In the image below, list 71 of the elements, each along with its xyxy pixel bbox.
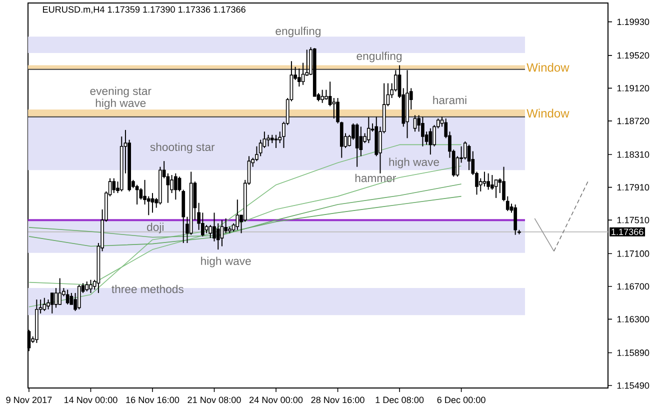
y-tick-label: 1.16700 [617, 283, 650, 290]
y-tick-label: 1.19520 [617, 52, 650, 59]
candlestick [174, 172, 178, 200]
candlestick [328, 81, 332, 107]
line-series [28, 184, 462, 247]
line-series [28, 144, 462, 308]
candlestick [58, 278, 62, 305]
annotation: doji [147, 222, 164, 234]
candlestick [112, 178, 116, 194]
x-tick-label: 24 Nov 00:00 [250, 396, 303, 404]
candlestick [208, 224, 212, 239]
y-tick-label: 1.16300 [617, 316, 650, 322]
y-tick-label: 1.17910 [617, 184, 650, 191]
annotation: evening star [90, 86, 152, 98]
band-label: Window [526, 108, 570, 118]
annotation: hammer [355, 174, 396, 182]
candlestick [428, 128, 432, 156]
candlestick [298, 68, 301, 88]
x-tick-label: 14 Nov 00:00 [64, 396, 118, 404]
candlestick [301, 62, 305, 86]
candlestick [50, 292, 54, 314]
candlestick [355, 122, 359, 168]
candlestick [421, 116, 424, 147]
candlestick [486, 172, 490, 190]
annotation: shooting star [150, 142, 215, 154]
annotation: high wave [389, 158, 440, 168]
y-tick-label: 1.18310 [617, 151, 650, 158]
x-tick-label: 16 Nov 16:00 [126, 396, 180, 404]
x-tick-label: 28 Nov 16:00 [311, 396, 364, 404]
x-tick-label: 1 Dec 08:00 [376, 396, 424, 404]
y-tick-label: 1.17100 [617, 250, 650, 257]
annotation: harami [433, 96, 466, 104]
annotation: high wave [201, 256, 251, 268]
candlestick [320, 89, 324, 104]
candlestick [89, 279, 92, 294]
candlestick [266, 134, 270, 147]
x-tick-label: 9 Nov 2017 [6, 396, 52, 404]
candlestick [274, 134, 278, 148]
candlestick [366, 116, 370, 144]
y-tick-label: 1.19930 [617, 18, 650, 26]
y-tick-label: 1.15490 [617, 382, 650, 389]
candlestick [54, 288, 58, 308]
x-tick-label: 21 Nov 08:00 [188, 396, 241, 404]
candlestick [494, 179, 498, 198]
band-label: Window [526, 62, 570, 72]
annotation: engulfing [276, 26, 320, 38]
annotation: engulfing [356, 52, 402, 62]
y-tick-label: 1.17510 [617, 216, 650, 224]
candlestick [66, 289, 70, 305]
candlestick [139, 188, 143, 200]
candlestick [42, 297, 46, 312]
candlestick [77, 284, 81, 310]
candlestick [220, 220, 224, 247]
candlestick [359, 126, 363, 157]
candlestick [514, 204, 518, 236]
x-tick-label: 6 Dec 00:00 [437, 396, 486, 404]
candlestick [236, 199, 240, 230]
candlestick [482, 171, 486, 187]
annotation: three methods [112, 284, 184, 294]
y-tick-label: 1.18720 [617, 118, 650, 124]
chart-title: EURUSD.m,H4 1.17359 1.17390 1.17336 1.17366 [43, 6, 246, 14]
candlestick [413, 114, 417, 132]
y-tick-label: 1.19120 [617, 84, 650, 92]
candlestick [467, 144, 471, 171]
candlestick [135, 184, 139, 206]
candlestick [85, 281, 89, 292]
annotation: high wave [96, 98, 146, 110]
candlestick [332, 98, 336, 119]
ref-line-label: 1.17366 [612, 228, 644, 236]
candlestick [150, 192, 154, 214]
y-tick-label: 1.15890 [617, 350, 650, 356]
